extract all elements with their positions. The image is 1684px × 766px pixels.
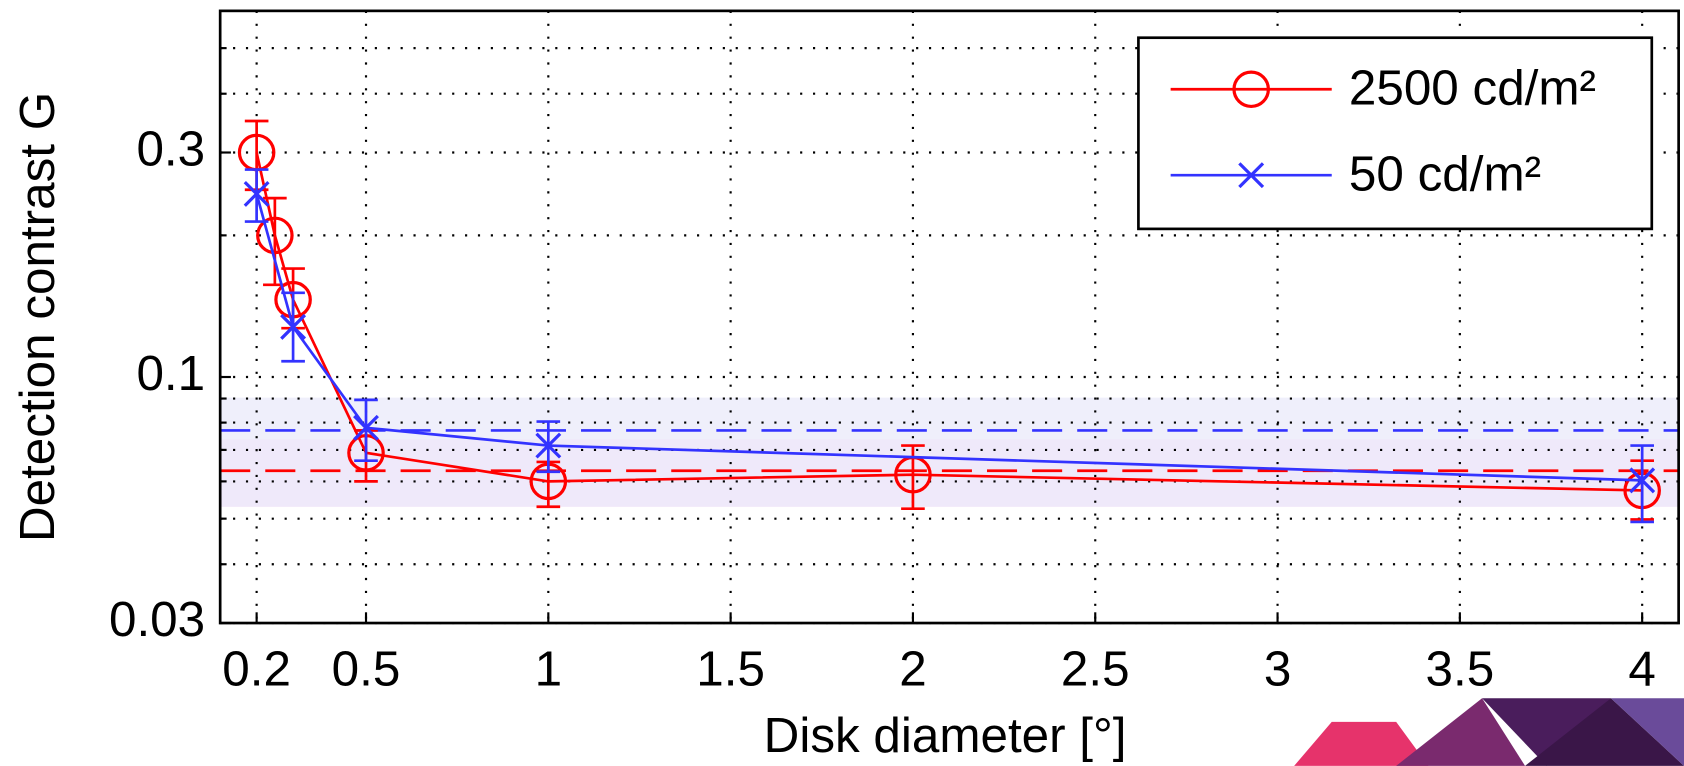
- y-axis-label: Detection contrast G: [10, 92, 65, 542]
- x-tick-label: 0.2: [222, 641, 291, 696]
- error-bar: [354, 398, 378, 463]
- marker: [353, 414, 379, 441]
- error-bar: [1630, 444, 1654, 524]
- marker: [535, 432, 562, 459]
- marker: [1629, 467, 1656, 494]
- marker: [243, 180, 270, 207]
- x-tick-label: 2: [899, 641, 926, 696]
- x-axis-label: Disk diameter [°]: [764, 708, 1127, 763]
- marker: [280, 313, 307, 340]
- legend-box: [1137, 36, 1654, 231]
- x-tick-label: 3: [1264, 641, 1291, 696]
- x-tick-label: 2.5: [1061, 641, 1130, 696]
- legend-label: 50 cd/m²: [1349, 146, 1541, 201]
- plot-frame: [218, 9, 1680, 625]
- band: [220, 397, 1679, 507]
- y-tick-label: 0.1: [136, 346, 205, 401]
- error-bar: [263, 196, 287, 287]
- marker: [256, 216, 294, 255]
- y-tick-label: 0.3: [136, 122, 205, 177]
- y-tick-label: 0.03: [109, 592, 205, 647]
- legend: 2500 cd/m² 50 cd/m²: [1137, 36, 1654, 231]
- legend-marker: [1238, 162, 1265, 189]
- x-tick-label: 1.5: [696, 641, 765, 696]
- x-tick-label: 3.5: [1426, 641, 1495, 696]
- x-tick-label: 1: [535, 641, 562, 696]
- legend-marker: [1232, 70, 1270, 109]
- x-tick-label: 0.5: [332, 641, 401, 696]
- legend-label: 2500 cd/m²: [1349, 60, 1596, 115]
- x-tick-label: 4: [1628, 641, 1655, 696]
- decoration: [1294, 698, 1684, 766]
